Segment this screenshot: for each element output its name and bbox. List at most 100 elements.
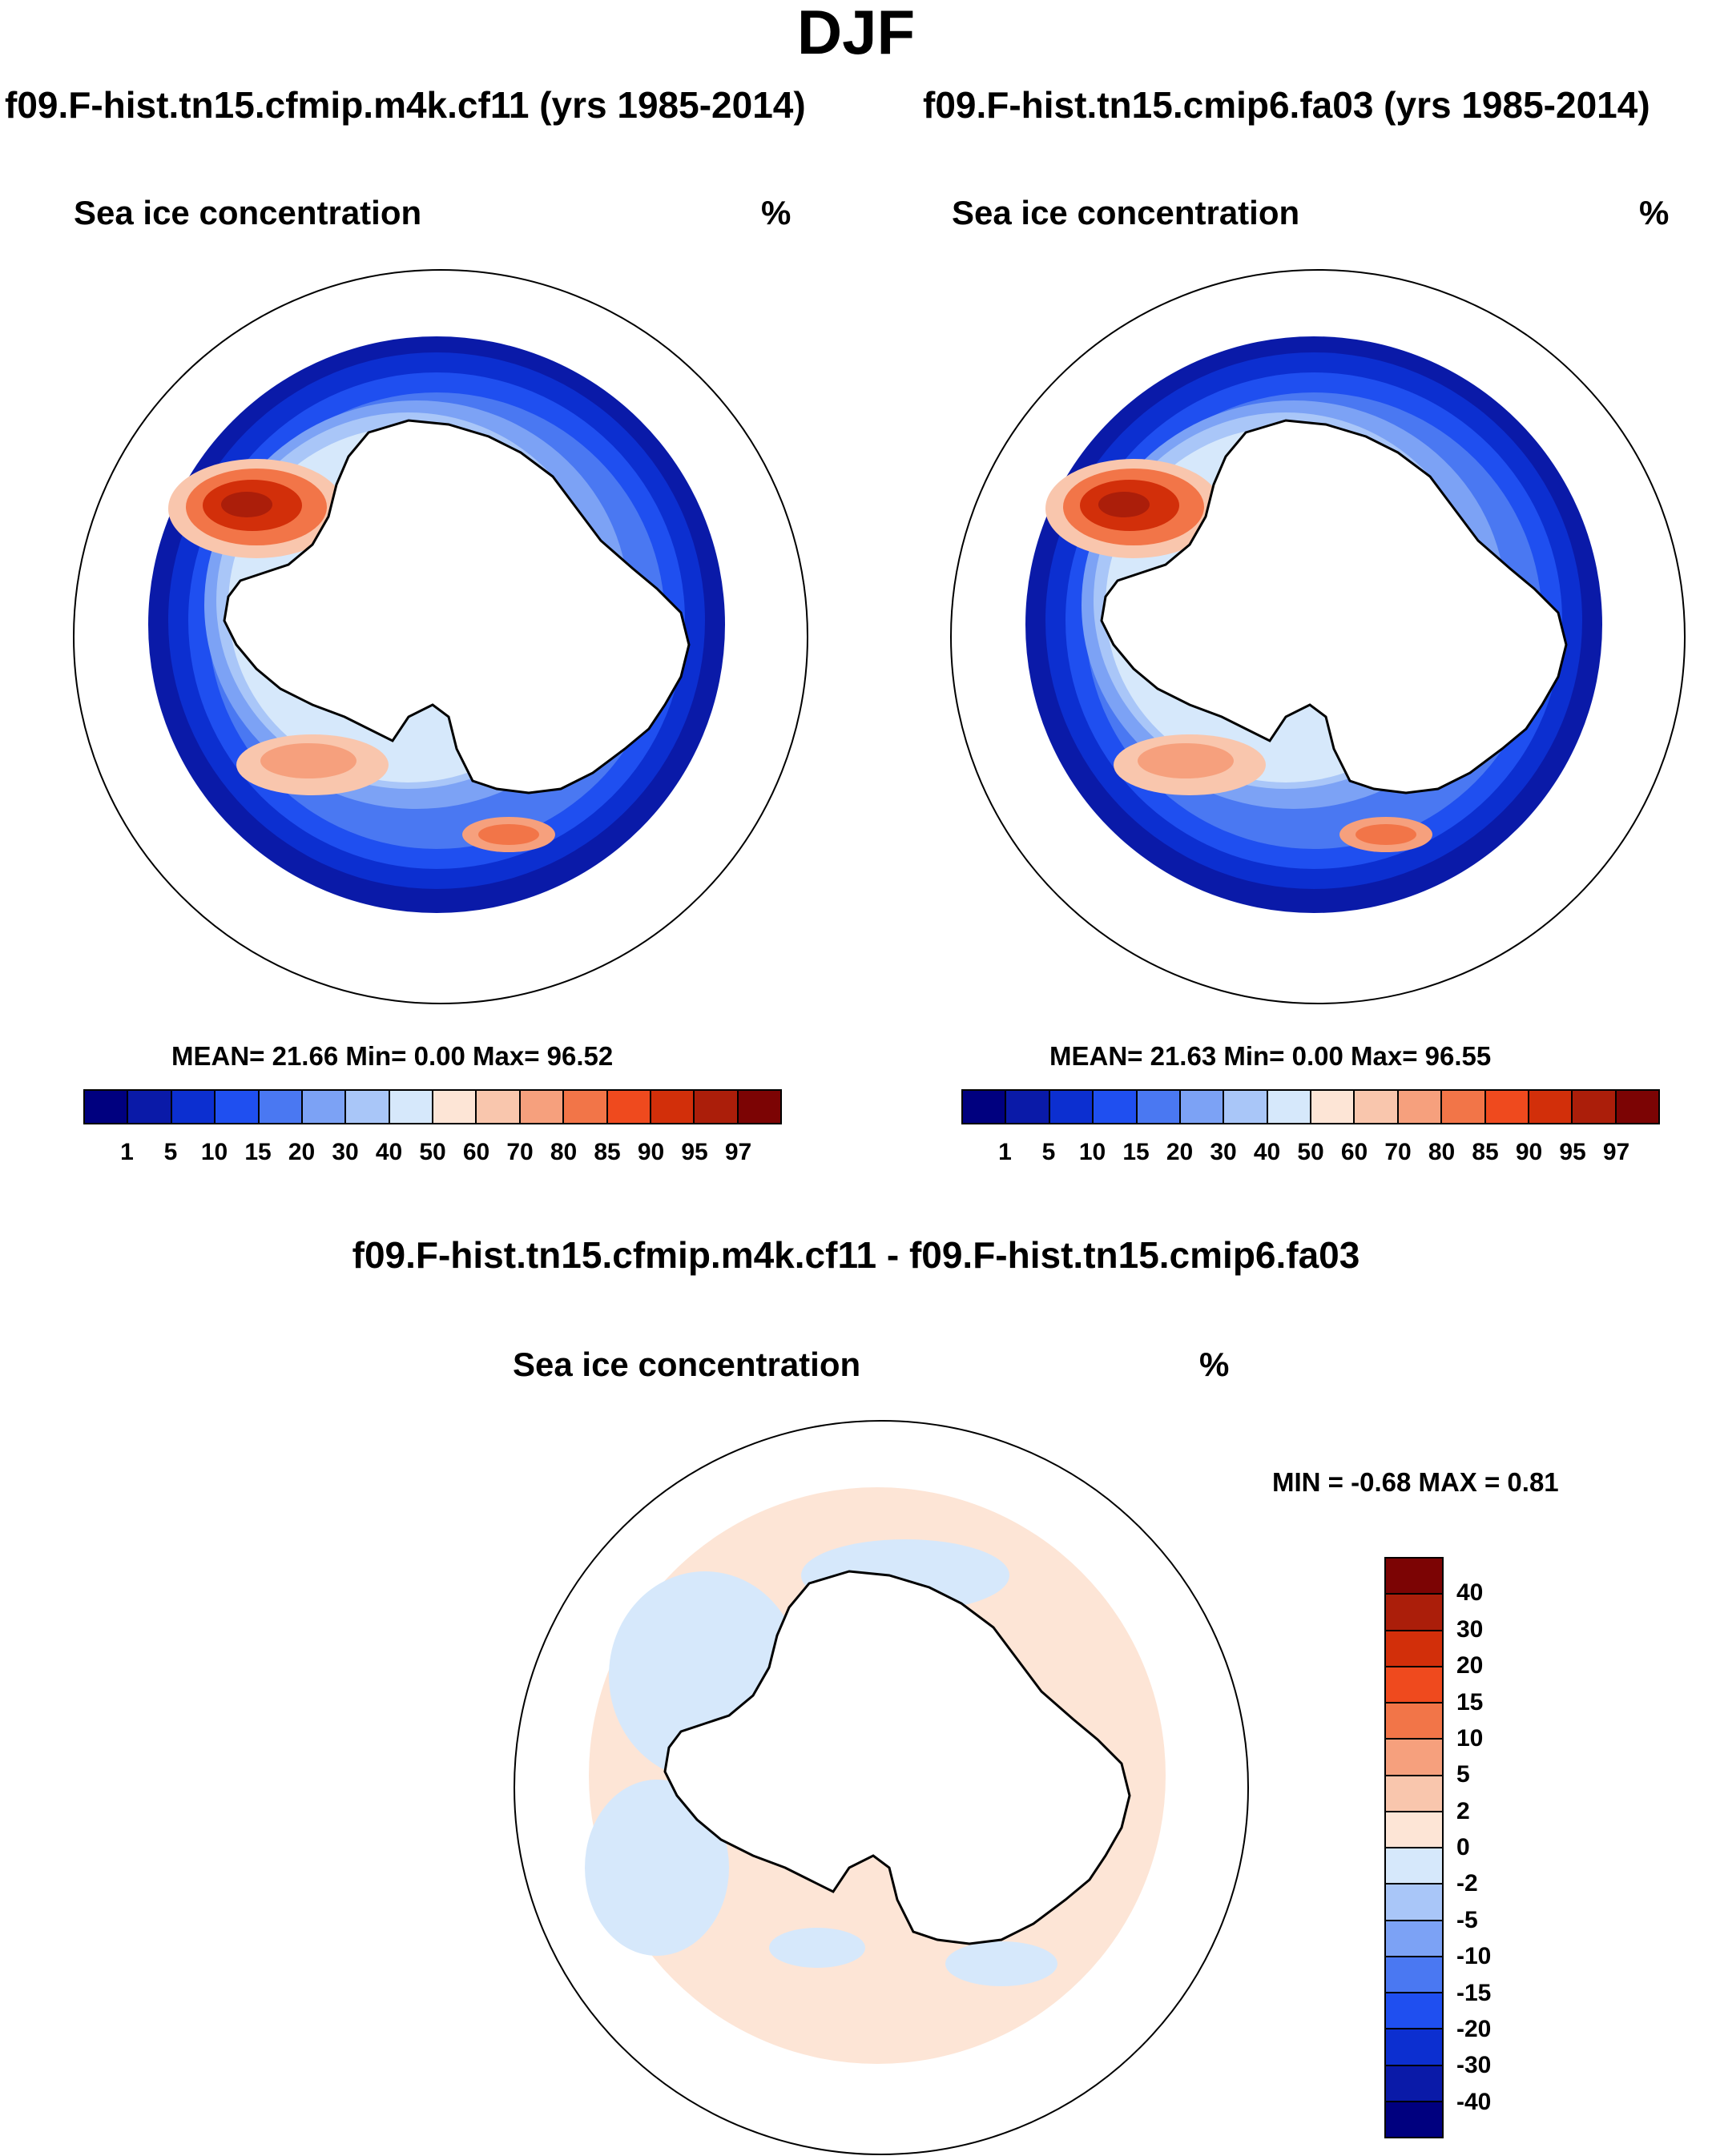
colorbar-swatch (1529, 1091, 1573, 1123)
colorbar-swatch (651, 1091, 695, 1123)
right-colorbar-labels: 1 5 10 15 20 30 40 50 60 70 80 85 90 95 97 (961, 1139, 1660, 1171)
colorbar-swatch (1386, 1631, 1442, 1667)
colorbar-tick-label: 97 (724, 1139, 752, 1165)
colorbar-tick-label: -30 (1456, 2052, 1492, 2079)
difference-colorbar (1384, 1557, 1444, 2138)
colorbar-swatch (1180, 1091, 1225, 1123)
colorbar-tick-label: 97 (1602, 1139, 1630, 1165)
colorbar-tick-label: 20 (288, 1139, 316, 1165)
colorbar-tick-label: 50 (419, 1139, 446, 1165)
colorbar-tick-label: -40 (1456, 2088, 1492, 2115)
colorbar-tick-label: 95 (681, 1139, 708, 1165)
colorbar-tick-label: 5 (163, 1139, 178, 1165)
season-title: DJF (796, 0, 916, 67)
colorbar-swatch (128, 1091, 172, 1123)
colorbar-tick-label: 85 (1472, 1139, 1499, 1165)
colorbar-swatch (1006, 1091, 1050, 1123)
right-units-label: % (1639, 194, 1670, 231)
colorbar-swatch (564, 1091, 608, 1123)
colorbar-swatch (1386, 1993, 1442, 2030)
right-polar-map (950, 269, 1686, 1004)
colorbar-swatch (1386, 1559, 1442, 1595)
colorbar-tick-label: 90 (1515, 1139, 1543, 1165)
difference-variable-label: Sea ice concentration (513, 1345, 861, 1383)
colorbar-tick-label: 5 (1456, 1761, 1470, 1788)
colorbar-tick-label: 20 (1456, 1652, 1484, 1679)
colorbar-swatch (1386, 1921, 1442, 1957)
right-case-title: f09.F-hist.tn15.cmip6.fa03 (yrs 1985-201… (923, 84, 1650, 126)
colorbar-swatch (1442, 1091, 1486, 1123)
colorbar-swatch (1386, 1812, 1442, 1848)
colorbar-swatch (1224, 1091, 1268, 1123)
difference-units-label: % (1199, 1345, 1230, 1383)
left-colorbar-labels: 1 5 10 15 20 30 40 50 60 70 80 85 90 95 97 (83, 1139, 782, 1171)
left-colorbar (83, 1089, 782, 1124)
colorbar-tick-label: 5 (1041, 1139, 1056, 1165)
colorbar-tick-label: 70 (506, 1139, 534, 1165)
colorbar-swatch (1386, 2102, 1442, 2137)
colorbar-swatch (1355, 1091, 1399, 1123)
colorbar-swatch (520, 1091, 565, 1123)
colorbar-tick-label: 30 (1210, 1139, 1237, 1165)
colorbar-tick-label: 15 (244, 1139, 272, 1165)
colorbar-swatch (1386, 2029, 1442, 2066)
colorbar-swatch (1485, 1091, 1529, 1123)
colorbar-swatch (1386, 1884, 1442, 1921)
left-polar-map (73, 269, 808, 1004)
colorbar-tick-label: 50 (1297, 1139, 1324, 1165)
colorbar-swatch (1386, 1667, 1442, 1703)
colorbar-swatch (1137, 1091, 1181, 1123)
colorbar-tick-label: 90 (637, 1139, 665, 1165)
colorbar-swatch (1386, 1703, 1442, 1740)
left-stats: MEAN= 21.66 Min= 0.00 Max= 96.52 (171, 1041, 614, 1071)
high-concentration-ross (236, 734, 555, 852)
colorbar-swatch (85, 1091, 129, 1123)
colorbar-tick-label: 2 (1456, 1797, 1470, 1824)
colorbar-tick-label: 95 (1559, 1139, 1586, 1165)
colorbar-tick-label: 30 (332, 1139, 359, 1165)
antarctica-coastline (663, 1570, 1131, 1945)
antarctica-coastline (223, 419, 691, 794)
colorbar-tick-label: 10 (1078, 1139, 1106, 1165)
colorbar-swatch (389, 1091, 433, 1123)
colorbar-swatch (1398, 1091, 1443, 1123)
colorbar-tick-label: 10 (200, 1139, 228, 1165)
colorbar-swatch (1386, 1595, 1442, 1631)
colorbar-swatch (1094, 1091, 1138, 1123)
high-concentration-ross (1114, 734, 1432, 852)
colorbar-swatch (302, 1091, 347, 1123)
colorbar-swatch (695, 1091, 739, 1123)
colorbar-tick-label: 10 (1456, 1724, 1484, 1752)
left-case-title: f09.F-hist.tn15.cfmip.m4k.cf11 (yrs 1985… (5, 84, 806, 126)
colorbar-tick-label: -5 (1456, 1906, 1478, 1933)
colorbar-swatch (171, 1091, 216, 1123)
colorbar-swatch (1616, 1091, 1658, 1123)
colorbar-swatch (346, 1091, 390, 1123)
colorbar-swatch (433, 1091, 477, 1123)
colorbar-swatch (1386, 1740, 1442, 1776)
colorbar-tick-label: 40 (1253, 1139, 1281, 1165)
colorbar-tick-label: 40 (1456, 1579, 1484, 1607)
colorbar-tick-label: 60 (1340, 1139, 1368, 1165)
colorbar-swatch (1049, 1091, 1094, 1123)
difference-polar-map (514, 1420, 1249, 2155)
colorbar-tick-label: 30 (1456, 1615, 1484, 1643)
colorbar-tick-label: 60 (462, 1139, 490, 1165)
difference-title: f09.F-hist.tn15.cfmip.m4k.cf11 - f09.F-h… (352, 1234, 1360, 1276)
left-variable-label: Sea ice concentration (74, 194, 422, 231)
colorbar-tick-label: -20 (1456, 2015, 1492, 2042)
colorbar-tick-label: 20 (1166, 1139, 1194, 1165)
colorbar-swatch (607, 1091, 651, 1123)
high-concentration-weddell (1045, 459, 1222, 558)
colorbar-swatch (963, 1091, 1007, 1123)
colorbar-tick-label: 0 (1456, 1834, 1470, 1860)
high-concentration-weddell (168, 459, 344, 558)
colorbar-swatch (1573, 1091, 1617, 1123)
right-colorbar (961, 1089, 1660, 1124)
difference-stats: MIN = -0.68 MAX = 0.81 (1272, 1467, 1559, 1497)
colorbar-swatch (1386, 1848, 1442, 1885)
colorbar-swatch (477, 1091, 521, 1123)
colorbar-tick-label: 80 (550, 1139, 578, 1165)
right-variable-label: Sea ice concentration (952, 194, 1300, 231)
colorbar-swatch (738, 1091, 780, 1123)
